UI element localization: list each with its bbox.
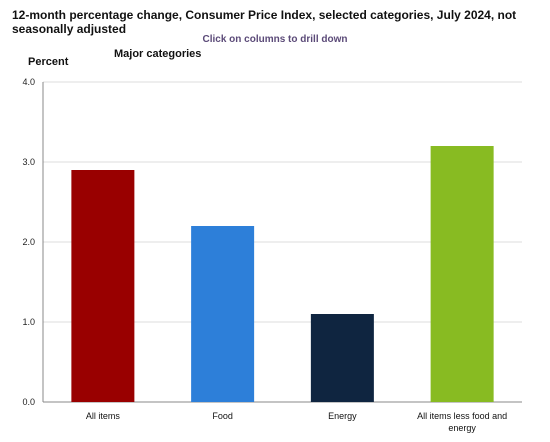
y-axis-title: Percent bbox=[28, 56, 69, 68]
x-category-label: All items less food and energy bbox=[417, 411, 507, 433]
x-category-label: Food bbox=[212, 411, 233, 421]
bar-energy[interactable] bbox=[310, 314, 374, 402]
drill-down-hint-link[interactable]: Click on columns to drill down bbox=[202, 34, 348, 45]
category-group-label: Major categories bbox=[114, 48, 202, 60]
y-tick-label: 0.0 bbox=[22, 397, 35, 407]
bars bbox=[71, 146, 494, 402]
bar-food[interactable] bbox=[191, 226, 255, 402]
x-category-labels: All items Food Energy All items less food a… bbox=[86, 411, 507, 433]
x-category-label: Energy bbox=[328, 411, 357, 421]
chart-title: 12-month percentage change, Consumer Pri… bbox=[12, 8, 517, 36]
x-category-label: All items bbox=[86, 411, 121, 421]
y-tick-label: 3.0 bbox=[22, 157, 35, 167]
bar-all-items-less-food-and-energy[interactable] bbox=[430, 146, 494, 402]
bar-all-items[interactable] bbox=[71, 170, 135, 402]
y-tick-label: 4.0 bbox=[22, 77, 35, 87]
y-tick-label: 2.0 bbox=[22, 237, 35, 247]
y-tick-label: 1.0 bbox=[22, 317, 35, 327]
y-tick-labels: 0.0 1.0 2.0 3.0 4.0 bbox=[22, 77, 35, 407]
